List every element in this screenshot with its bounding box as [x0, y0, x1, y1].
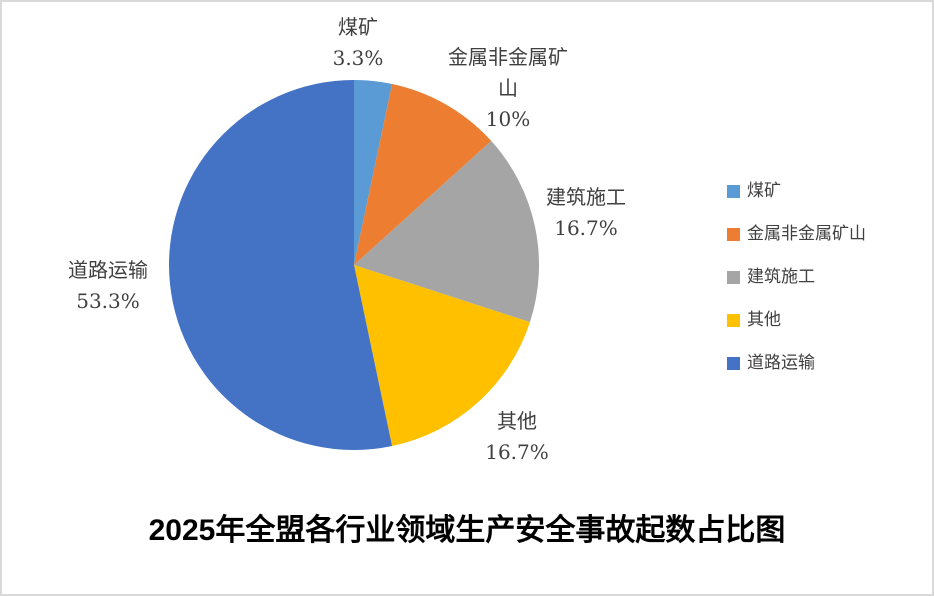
slice-label-road-transport: 道路运输 53.3% — [68, 255, 148, 317]
slice-label-name: 金属非金属矿山 — [448, 45, 568, 100]
legend-label: 金属非金属矿山 — [747, 224, 866, 244]
legend-item-metal-nonmetal-mine[interactable]: 金属非金属矿山 — [727, 224, 866, 245]
slice-label-value: 16.7% — [554, 216, 618, 240]
slice-label-value: 53.3% — [76, 289, 140, 313]
legend: 煤矿 金属非金属矿山 建筑施工 其他 道路运输 — [727, 181, 866, 374]
slice-label-name: 煤矿 — [338, 15, 378, 39]
legend-item-coal-mine[interactable]: 煤矿 — [727, 181, 866, 202]
slice-label-value: 16.7% — [485, 440, 549, 464]
pie-slice-metal-nonmetal-mine[interactable] — [354, 83, 492, 266]
slice-label-name: 道路运输 — [68, 258, 148, 282]
slice-label-name: 建筑施工 — [546, 185, 626, 209]
legend-item-other[interactable]: 其他 — [727, 310, 866, 331]
legend-item-construction[interactable]: 建筑施工 — [727, 267, 866, 288]
pie-slice-coal-mine[interactable] — [354, 80, 393, 265]
legend-swatch-icon — [727, 271, 740, 284]
slice-label-name: 其他 — [496, 409, 537, 433]
pie-slice-road-transport[interactable] — [169, 80, 393, 450]
legend-label: 建筑施工 — [747, 267, 815, 287]
legend-label: 煤矿 — [747, 181, 781, 201]
legend-label: 道路运输 — [747, 353, 815, 373]
pie-slice-construction[interactable] — [354, 140, 540, 323]
legend-swatch-icon — [727, 185, 740, 198]
slice-label-construction: 建筑施工 16.7% — [546, 182, 626, 244]
pie-slice-other[interactable] — [354, 265, 530, 447]
slice-label-metal-nonmetal-mine: 金属非金属矿山 10% — [445, 42, 572, 135]
slice-label-value: 3.3% — [332, 46, 384, 70]
legend-swatch-icon — [727, 228, 740, 241]
slice-label-other: 其他 16.7% — [485, 406, 549, 468]
slice-label-coal-mine: 煤矿 3.3% — [333, 12, 384, 74]
slice-label-value: 10% — [485, 107, 531, 131]
chart-title: 2025年全盟各行业领域生产安全事故起数占比图 — [148, 514, 786, 547]
legend-swatch-icon — [727, 314, 740, 327]
legend-label: 其他 — [747, 310, 781, 330]
legend-item-road-transport[interactable]: 道路运输 — [727, 353, 866, 374]
legend-swatch-icon — [727, 357, 740, 370]
